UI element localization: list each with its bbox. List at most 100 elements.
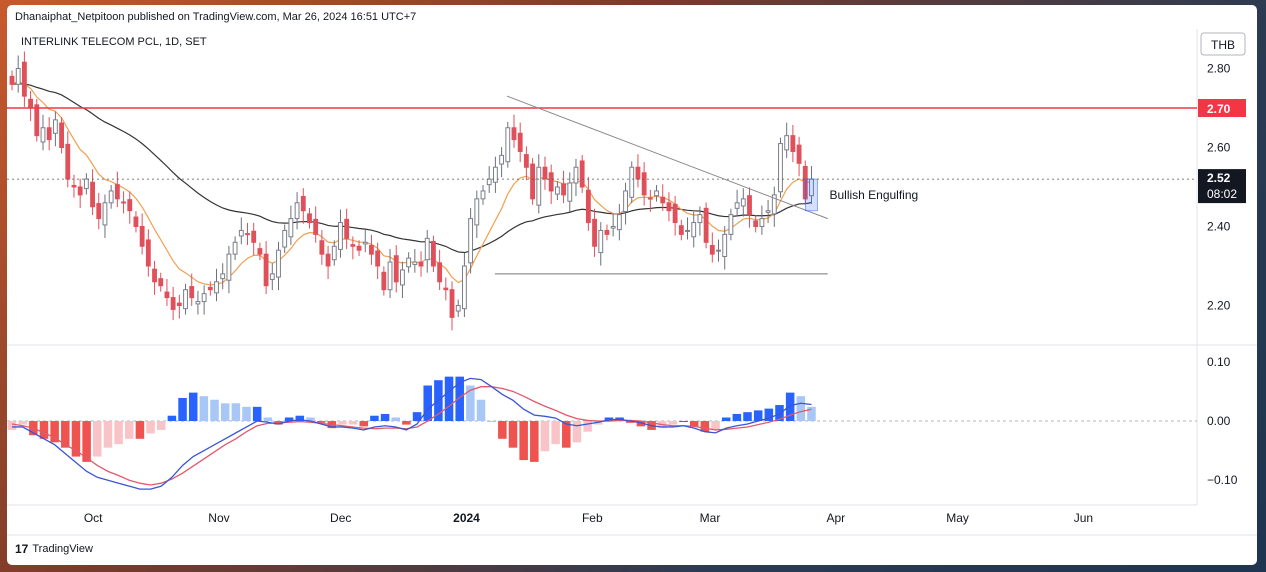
macd-histogram-bar (423, 385, 432, 422)
candle-body (319, 240, 325, 255)
candle-body (369, 244, 374, 255)
time-tick-label: Jun (1074, 511, 1093, 525)
candle-body (616, 214, 622, 231)
footer-brand[interactable]: TradingView (32, 543, 93, 555)
candle-body (183, 289, 188, 310)
candle-body (263, 253, 269, 287)
candle-body (344, 218, 350, 239)
candle-body (579, 160, 585, 188)
candle-body (734, 202, 740, 209)
macd-histogram-bar (796, 396, 806, 422)
candle-body (108, 190, 114, 204)
candle-body (492, 166, 498, 183)
candle-body (412, 261, 418, 265)
candle-body (9, 75, 15, 85)
fast-ema-line (11, 80, 812, 286)
symbol-label: INTERLINK TELECOM PCL, 1D, SET (21, 36, 207, 48)
candle-body (623, 190, 628, 212)
candle-body (207, 286, 213, 291)
macd-histogram-bar (711, 421, 720, 430)
candle-body (288, 218, 294, 238)
macd-tick-label: 0.10 (1207, 355, 1231, 369)
candle-body (443, 287, 449, 291)
candle-body (381, 271, 387, 291)
macd-histogram-bar (178, 397, 187, 422)
annotation-label: Bullish Engulfing (829, 188, 918, 202)
candle-body (480, 190, 486, 200)
price-tick-label: 2.60 (1207, 141, 1231, 155)
candle-body (474, 198, 480, 226)
macd-histogram-bar (82, 421, 91, 462)
candle-body (127, 199, 133, 212)
candle-body (771, 194, 777, 215)
candle-body (499, 154, 505, 165)
descending-trendline (506, 95, 828, 220)
resistance-price-label: 2.70 (1207, 102, 1231, 116)
time-tick-label: Dec (330, 511, 351, 525)
candle-body (356, 245, 362, 251)
candle-body (71, 184, 77, 188)
candle-body (232, 241, 238, 255)
macd-histogram-bar (338, 421, 347, 425)
candle-body (28, 98, 34, 109)
candle-body (641, 172, 647, 196)
candle-body (660, 196, 666, 204)
candle-body (331, 245, 337, 261)
macd-histogram-bar (743, 412, 752, 422)
candle-body (666, 202, 672, 212)
macd-histogram-bar (359, 421, 369, 427)
macd-histogram-bar (583, 421, 592, 432)
candle-body (716, 249, 721, 252)
candle-body (505, 127, 511, 163)
macd-histogram-bar (391, 417, 401, 422)
macd-histogram-bar (636, 421, 646, 427)
slow-ema-line (11, 83, 812, 254)
candle-body (604, 229, 610, 235)
macd-histogram-bar (689, 421, 699, 427)
candle-body (201, 293, 207, 303)
chart-svg[interactable]: INTERLINK TELECOM PCL, 1D, SET THB 2.80 2.6… (7, 5, 1257, 565)
candle-body (691, 222, 697, 238)
candle-body (424, 237, 430, 261)
macd-histogram-bar (668, 421, 678, 425)
candle-body (418, 261, 424, 267)
candle-body (647, 197, 653, 200)
time-tick-label: Feb (582, 511, 603, 525)
candle-body (245, 233, 250, 236)
candle-body (325, 253, 331, 267)
macd-histogram-bar (316, 421, 326, 423)
macd-histogram-bar (114, 421, 123, 445)
currency-label: THB (1211, 38, 1235, 52)
macd-histogram-bar (18, 421, 27, 425)
currency-box (1200, 32, 1246, 56)
macd-histogram-bar (508, 421, 518, 448)
candle-body (740, 198, 746, 207)
candle-body (542, 166, 548, 180)
macd-histogram-bar (775, 405, 784, 422)
candle-body (747, 195, 752, 216)
countdown-label: 08:02 (1207, 187, 1237, 201)
macd-histogram-bar (210, 399, 219, 422)
candle-body (77, 186, 83, 196)
time-tick-label: 2024 (453, 511, 480, 525)
candle-body (400, 269, 405, 286)
candle-body (530, 163, 536, 200)
candle-body (114, 184, 120, 200)
macd-histogram-bar (519, 421, 528, 461)
chart-card: Dhanaiphat_Netpitoon published on Tradin… (7, 5, 1257, 565)
macd-histogram-bar (721, 417, 731, 422)
macd-histogram-bar (412, 412, 422, 422)
macd-histogram-bar (242, 406, 251, 422)
time-tick-label: Oct (84, 511, 103, 525)
candle-body (592, 218, 597, 247)
macd-histogram-bar (402, 421, 411, 425)
candle-body (629, 166, 635, 198)
macd-histogram-bar (540, 421, 550, 452)
candle-body (585, 189, 591, 224)
candle-body (102, 202, 108, 226)
candle-body (610, 226, 616, 229)
candle-body (90, 181, 95, 208)
macd-histogram-bar (124, 421, 134, 439)
candle-body (350, 244, 356, 247)
macd-histogram-bar (156, 421, 166, 430)
